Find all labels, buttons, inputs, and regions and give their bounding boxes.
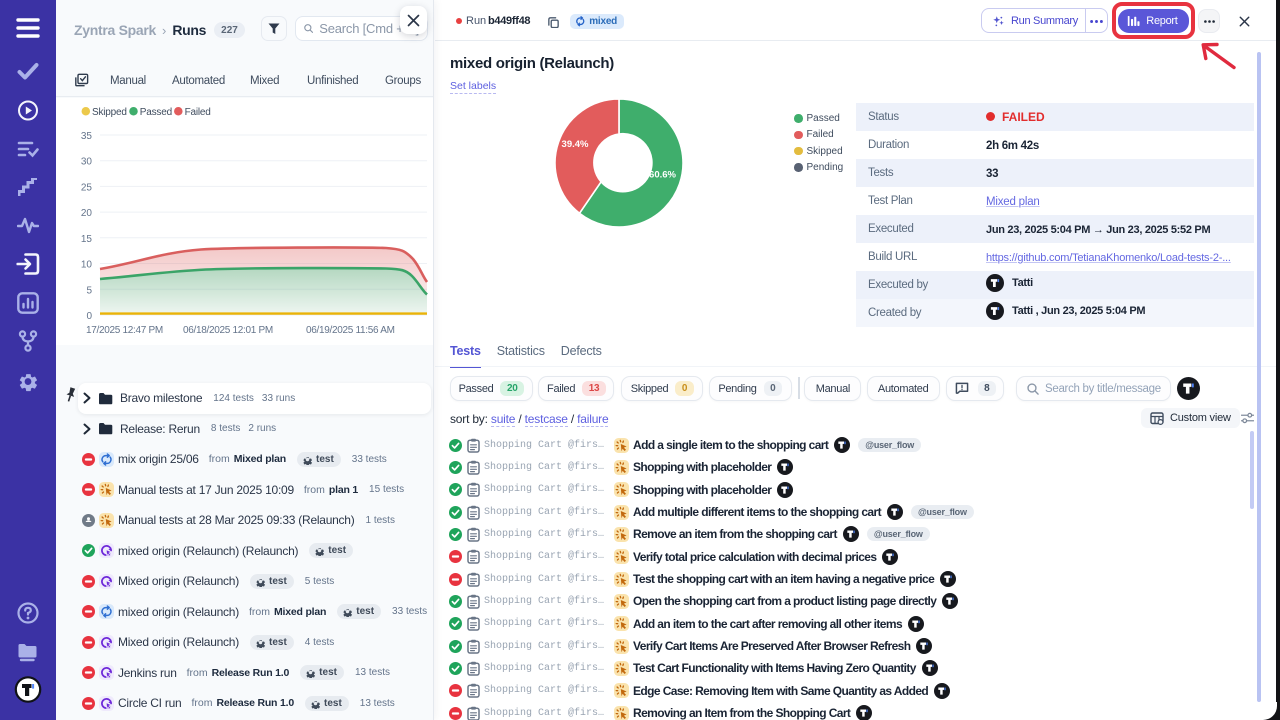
- svg-text:06/18/2025 12:01 PM: 06/18/2025 12:01 PM: [183, 325, 273, 336]
- svg-text:30: 30: [81, 157, 93, 168]
- svg-text:25: 25: [81, 182, 93, 193]
- svg-text:35: 35: [81, 131, 93, 142]
- svg-text:60.6%: 60.6%: [649, 170, 676, 181]
- svg-text:Failed: Failed: [185, 107, 211, 118]
- svg-text:06/19/2025 11:56 AM: 06/19/2025 11:56 AM: [306, 325, 395, 336]
- svg-text:0: 0: [86, 311, 92, 322]
- svg-text:15: 15: [81, 234, 93, 245]
- svg-text:17/2025 12:47 PM: 17/2025 12:47 PM: [86, 325, 163, 336]
- svg-text:39.4%: 39.4%: [562, 139, 589, 150]
- svg-text:20: 20: [81, 208, 93, 219]
- svg-text:5: 5: [86, 285, 92, 296]
- svg-text:10: 10: [81, 260, 93, 271]
- svg-text:Passed: Passed: [140, 107, 172, 118]
- svg-text:Skipped: Skipped: [92, 107, 127, 118]
